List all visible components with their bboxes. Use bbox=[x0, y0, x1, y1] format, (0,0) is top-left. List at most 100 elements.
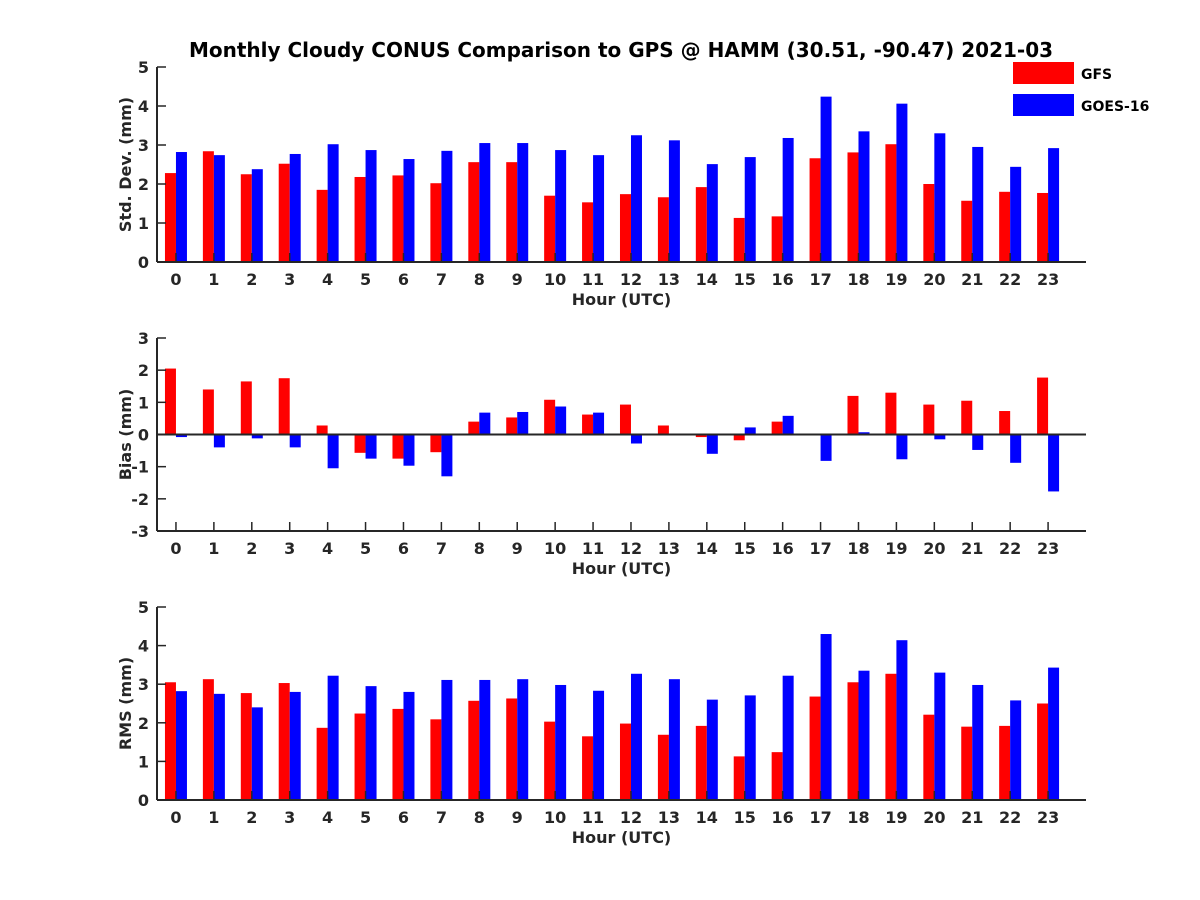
x-tick-label: 15 bbox=[734, 808, 756, 827]
bar bbox=[506, 417, 518, 435]
bar bbox=[430, 183, 442, 262]
bar bbox=[354, 176, 366, 262]
x-tick-label: 18 bbox=[847, 808, 869, 827]
x-tick-label: 6 bbox=[398, 539, 409, 558]
x-tick-label: 20 bbox=[923, 270, 945, 289]
bar bbox=[430, 434, 442, 453]
x-tick-label: 15 bbox=[734, 539, 756, 558]
bar bbox=[517, 411, 529, 435]
bar bbox=[479, 412, 491, 435]
bar bbox=[630, 673, 642, 800]
bar bbox=[972, 684, 984, 800]
bar bbox=[202, 679, 214, 800]
bar bbox=[164, 368, 176, 435]
y-tick-label: 2 bbox=[138, 361, 149, 380]
bar bbox=[365, 434, 377, 459]
bar bbox=[961, 200, 973, 262]
bar bbox=[1037, 192, 1049, 262]
bar bbox=[847, 682, 859, 800]
x-tick-label: 11 bbox=[582, 270, 604, 289]
x-tick-label: 14 bbox=[696, 808, 718, 827]
bar bbox=[885, 392, 897, 435]
bar bbox=[392, 175, 404, 262]
y-tick-label: 1 bbox=[138, 214, 149, 233]
bar bbox=[506, 698, 518, 800]
bar bbox=[593, 155, 605, 262]
bar bbox=[251, 707, 263, 800]
bar bbox=[1048, 434, 1060, 492]
bar bbox=[820, 434, 832, 461]
x-tick-label: 21 bbox=[961, 539, 983, 558]
series-gfs bbox=[164, 144, 1049, 262]
x-tick-label: 9 bbox=[512, 270, 523, 289]
bar bbox=[213, 693, 225, 800]
bar bbox=[240, 381, 252, 435]
x-axis-label: Hour (UTC) bbox=[572, 828, 672, 847]
bar bbox=[593, 412, 605, 435]
bar bbox=[934, 133, 946, 262]
x-tick-label: 5 bbox=[360, 808, 371, 827]
bar bbox=[1048, 148, 1060, 262]
x-tick-label: 17 bbox=[809, 539, 831, 558]
legend-label: GFS bbox=[1081, 67, 1112, 83]
bar bbox=[289, 434, 301, 448]
x-tick-label: 8 bbox=[474, 270, 485, 289]
x-tick-label: 5 bbox=[360, 539, 371, 558]
bar bbox=[582, 736, 594, 800]
x-tick-label: 8 bbox=[474, 539, 485, 558]
bar bbox=[858, 131, 870, 262]
x-tick-label: 0 bbox=[170, 270, 181, 289]
bar bbox=[441, 150, 453, 262]
bar bbox=[289, 153, 301, 262]
y-tick-label: -2 bbox=[131, 490, 149, 509]
bar bbox=[771, 421, 783, 435]
bar bbox=[316, 425, 328, 435]
x-tick-label: 4 bbox=[322, 808, 333, 827]
x-tick-label: 18 bbox=[847, 270, 869, 289]
bar bbox=[782, 415, 794, 435]
bar bbox=[517, 143, 529, 262]
bar bbox=[695, 725, 707, 800]
series-gfs bbox=[164, 673, 1049, 800]
bar bbox=[468, 162, 480, 262]
bar bbox=[1037, 377, 1049, 435]
bar bbox=[175, 691, 187, 800]
bar bbox=[934, 672, 946, 800]
y-tick-label: 0 bbox=[138, 426, 149, 445]
y-tick-label: 3 bbox=[138, 136, 149, 155]
bar bbox=[885, 144, 897, 262]
x-tick-label: 11 bbox=[582, 539, 604, 558]
x-tick-label: 20 bbox=[923, 539, 945, 558]
bar bbox=[668, 679, 680, 800]
bar bbox=[354, 434, 366, 453]
x-tick-label: 8 bbox=[474, 808, 485, 827]
bar bbox=[213, 155, 225, 262]
y-tick-label: 5 bbox=[138, 598, 149, 617]
bar bbox=[1010, 434, 1022, 463]
x-tick-label: 5 bbox=[360, 270, 371, 289]
y-axis-label: Bias (mm) bbox=[116, 389, 135, 481]
bar bbox=[365, 686, 377, 800]
bar bbox=[744, 157, 756, 262]
x-tick-label: 16 bbox=[772, 808, 794, 827]
x-tick-label: 21 bbox=[961, 808, 983, 827]
x-tick-label: 16 bbox=[772, 539, 794, 558]
x-tick-label: 13 bbox=[658, 270, 680, 289]
x-tick-label: 21 bbox=[961, 270, 983, 289]
x-tick-label: 2 bbox=[246, 808, 257, 827]
y-tick-label: 5 bbox=[138, 58, 149, 77]
x-tick-label: 1 bbox=[208, 539, 219, 558]
x-axis-label: Hour (UTC) bbox=[572, 290, 672, 309]
bar bbox=[278, 378, 290, 435]
bar bbox=[555, 684, 567, 800]
bar bbox=[809, 696, 821, 800]
bar bbox=[544, 399, 556, 435]
bar bbox=[316, 189, 328, 262]
bar bbox=[744, 695, 756, 800]
x-tick-label: 23 bbox=[1037, 270, 1059, 289]
y-tick-label: 0 bbox=[138, 791, 149, 810]
bar bbox=[392, 708, 404, 800]
